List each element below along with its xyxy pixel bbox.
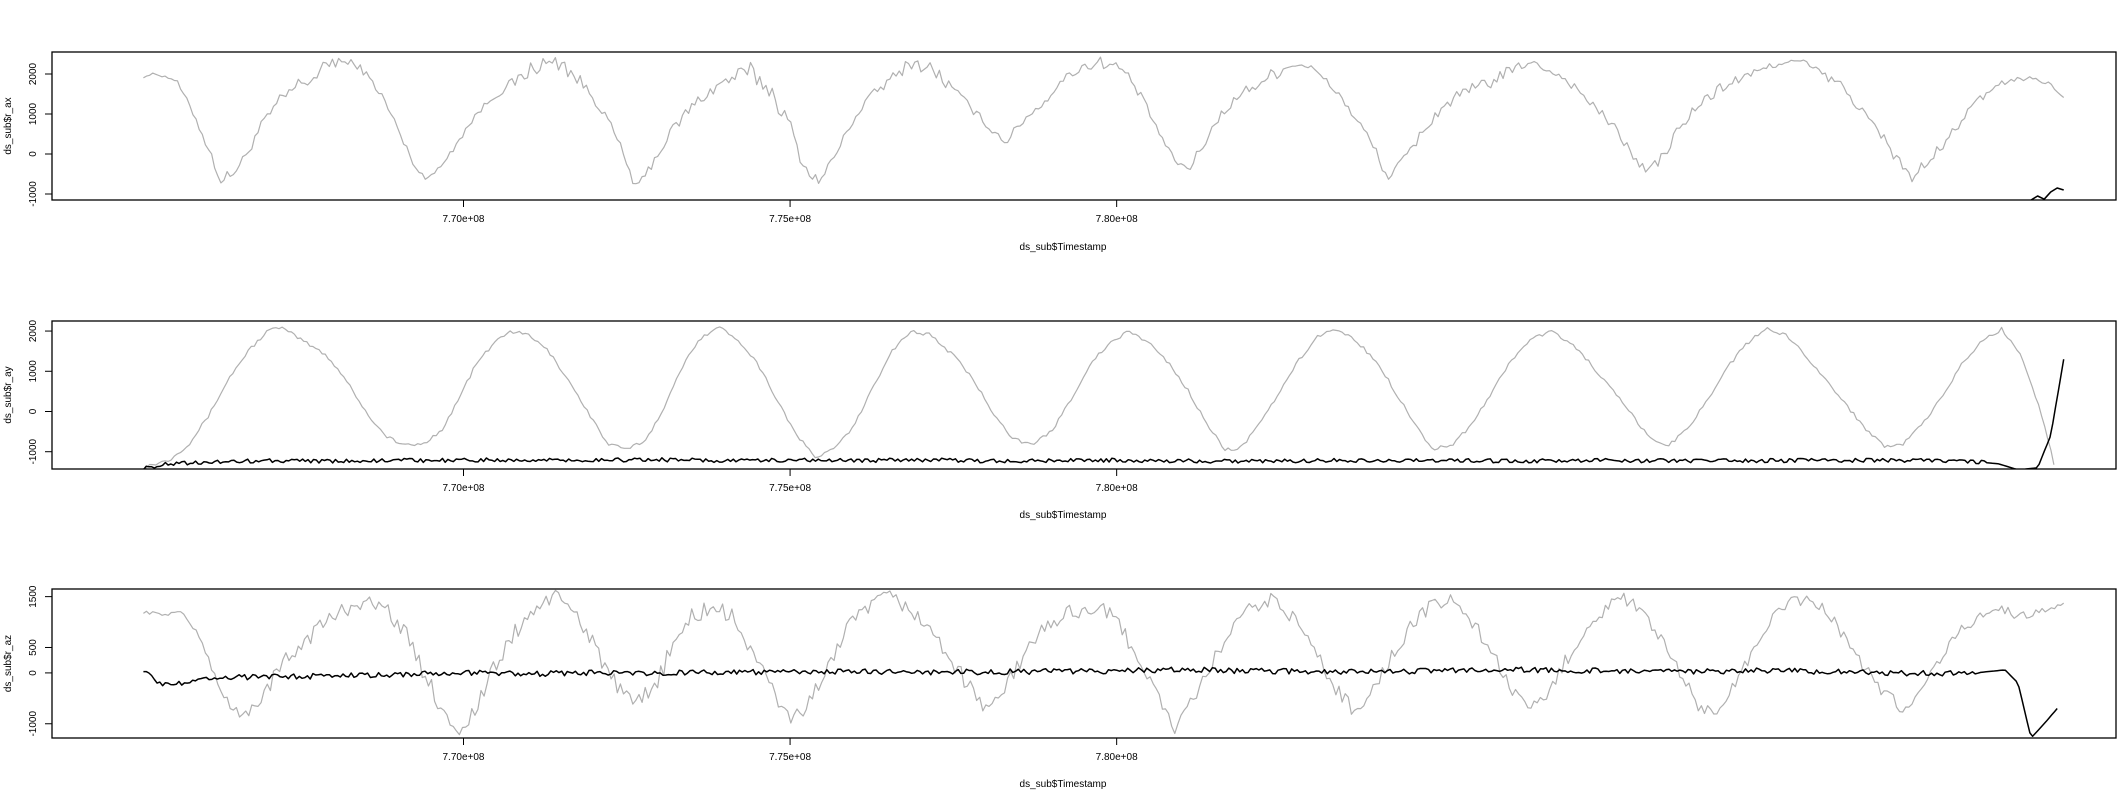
x-tick-label: 7.80e+08 [1096, 483, 1138, 494]
y-tick-label: 1500 [28, 585, 39, 608]
y-tick-label: -1000 [28, 181, 39, 207]
series-line-1 [143, 589, 2065, 736]
x-tick-label: 7.70e+08 [442, 483, 484, 494]
x-tick-label: 7.70e+08 [442, 752, 484, 763]
series-line-2 [143, 666, 2058, 738]
x-tick-label: 7.75e+08 [769, 752, 811, 763]
y-tick-label: 1000 [28, 102, 39, 125]
plot-frame [51, 588, 2117, 739]
x-axis-title: ds_sub$Timestamp [1020, 510, 1107, 521]
y-tick-label: 0 [28, 408, 39, 414]
series-line-1 [143, 56, 2065, 185]
y-tick-label: 0 [28, 151, 39, 157]
y-axis-title: ds_sub$r_az [3, 635, 14, 692]
plot-frame [51, 320, 2117, 470]
y-tick-label: -1000 [28, 711, 39, 737]
y-tick-label: -1000 [28, 438, 39, 464]
x-tick-label: 7.80e+08 [1096, 214, 1138, 225]
chart-panel-1: 7.70e+08 7.75e+08 7.80e+08 2000 1000 0 -1000 ds… [3, 51, 2117, 253]
y-tick-label: 0 [28, 670, 39, 676]
y-axis-title: ds_sub$r_ay [3, 366, 14, 423]
x-tick-label: 7.75e+08 [769, 214, 811, 225]
x-tick-label: 7.80e+08 [1096, 752, 1138, 763]
x-axis-title: ds_sub$Timestamp [1020, 242, 1107, 253]
x-tick-label: 7.75e+08 [769, 483, 811, 494]
y-axis-title: ds_sub$r_ax [3, 97, 14, 154]
chart-panel-2: 7.70e+08 7.75e+08 7.80e+08 2000 1000 0 -1000 ds… [3, 319, 2117, 521]
chart-panel-3: 7.70e+08 7.75e+08 7.80e+08 1500 500 0 -1000 ds_… [3, 585, 2117, 790]
x-axis-title: ds_sub$Timestamp [1020, 779, 1107, 790]
y-tick-label: 500 [28, 639, 39, 656]
series-line-2 [2030, 187, 2064, 200]
y-tick-label: 2000 [28, 319, 39, 342]
x-tick-label: 7.70e+08 [442, 214, 484, 225]
y-tick-label: 2000 [28, 62, 39, 85]
series-line-2 [143, 359, 2065, 469]
y-tick-label: 1000 [28, 360, 39, 383]
plot-frame [51, 51, 2117, 201]
series-line-1 [143, 326, 2055, 469]
